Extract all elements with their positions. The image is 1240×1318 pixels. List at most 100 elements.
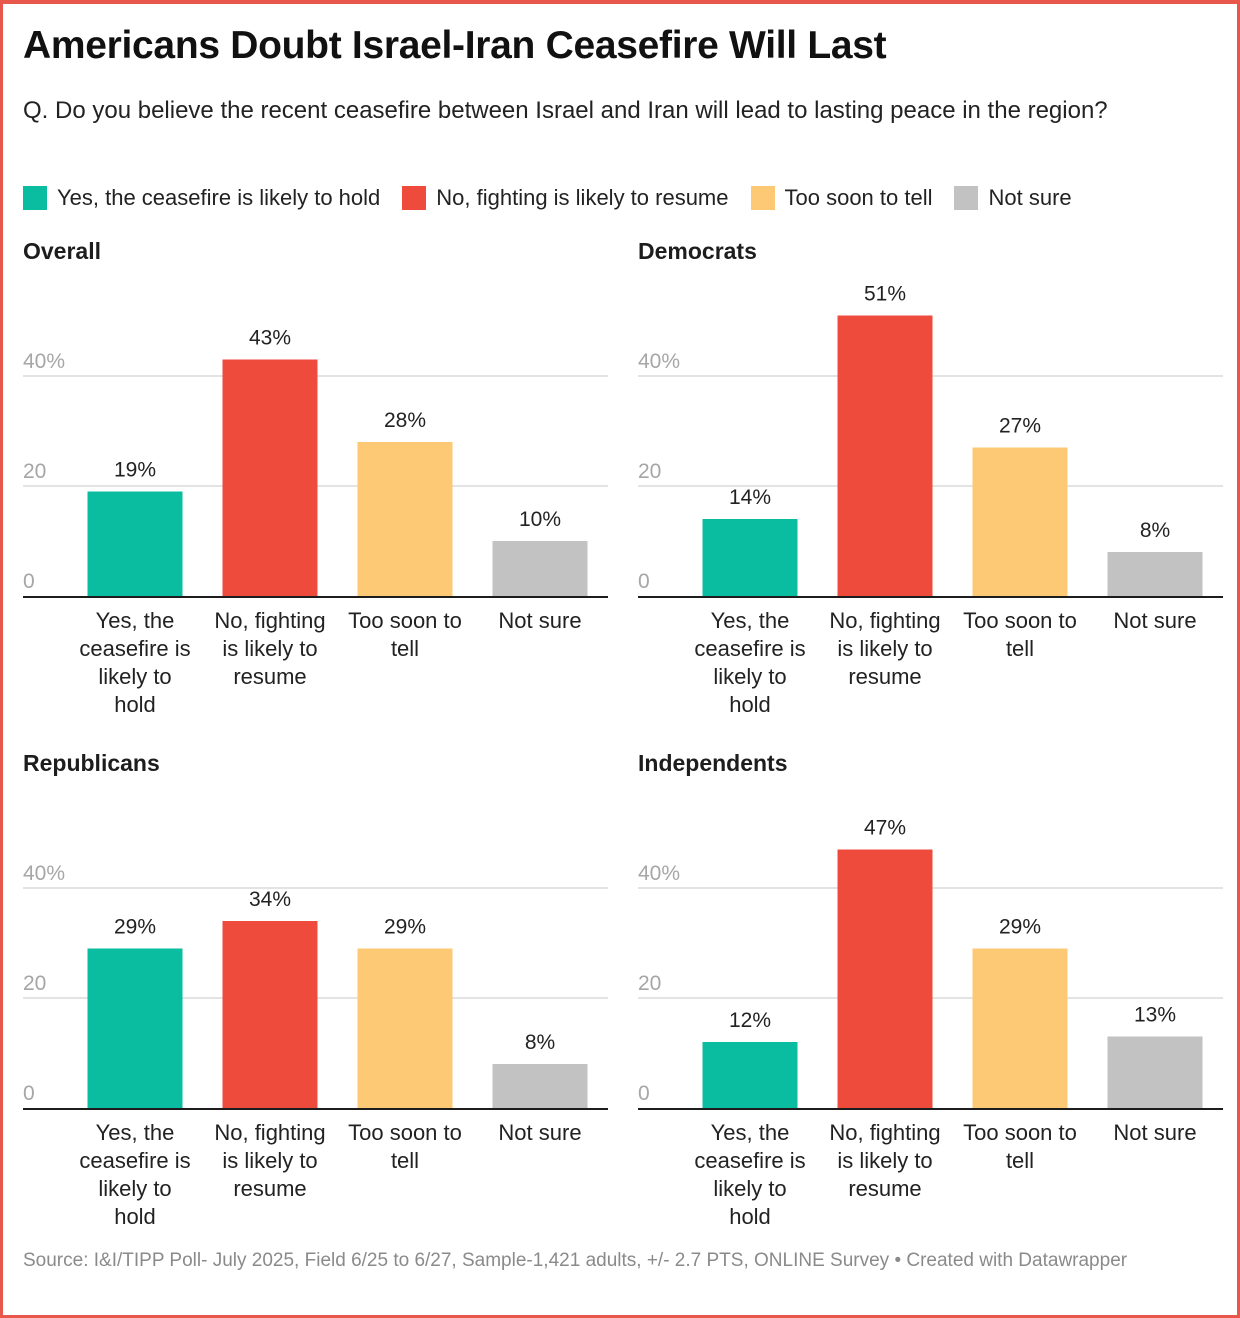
y-tick-label-20: 20 <box>638 460 661 483</box>
y-tick-label-40: 40% <box>638 862 680 885</box>
legend-item-no: No, fighting is likely to resume <box>402 185 729 211</box>
category-label-too-soon-to-tell: Too soon to tell <box>963 1120 1077 1173</box>
category-label-no-fighting-is-likely-to-resume: No, fighting is likely to resume <box>214 608 325 689</box>
panel-democrats: Democrats 0 20 40% 14% Yes, the ceasefire is l… <box>638 238 1228 728</box>
legend: Yes, the ceasefire is likely to hold No,… <box>23 185 1094 211</box>
value-label-no-fighting-is-likely-to-resume: 47% <box>864 817 906 840</box>
category-label-line: tell <box>1006 636 1034 661</box>
legend-item-not-sure: Not sure <box>954 185 1072 211</box>
bar-no-fighting-is-likely-to-resume <box>837 315 933 596</box>
value-label-no-fighting-is-likely-to-resume: 34% <box>249 888 291 911</box>
category-label-line: Yes, the <box>96 1120 175 1145</box>
bar-not-sure <box>492 1064 588 1108</box>
bar-too-soon-to-tell <box>357 442 453 596</box>
panel-title-democrats: Democrats <box>638 238 757 264</box>
legend-swatch-yes <box>23 186 47 210</box>
bar-no-fighting-is-likely-to-resume <box>837 849 933 1108</box>
category-label-line: Too soon to <box>348 608 462 633</box>
category-label-yes-the-ceasefire-is-likely-to-hold: Yes, the ceasefire is likely to hold <box>694 608 805 717</box>
category-label-line: resume <box>233 664 306 689</box>
category-label-line: Not sure <box>498 1120 581 1145</box>
category-label-line: tell <box>391 636 419 661</box>
value-label-yes-the-ceasefire-is-likely-to-hold: 14% <box>729 486 771 509</box>
legend-item-yes: Yes, the ceasefire is likely to hold <box>23 185 380 211</box>
panel-title-republicans: Republicans <box>23 750 160 776</box>
value-label-no-fighting-is-likely-to-resume: 43% <box>249 327 291 350</box>
category-label-line: No, fighting <box>214 1120 325 1145</box>
category-label-not-sure: Not sure <box>498 1120 581 1145</box>
category-label-line: hold <box>114 692 156 717</box>
value-label-not-sure: 13% <box>1134 1004 1176 1027</box>
bar-chart-democrats: 0 20 40% 14% Yes, the ceasefire is likely to ho… <box>638 283 1223 717</box>
value-label-too-soon-to-tell: 28% <box>384 409 426 432</box>
legend-swatch-not-sure <box>954 186 979 210</box>
category-label-line: ceasefire is <box>694 1148 805 1173</box>
category-label-line: is likely to <box>837 636 932 661</box>
bar-yes-the-ceasefire-is-likely-to-hold <box>702 519 798 596</box>
y-tick-label-0: 0 <box>638 570 650 593</box>
category-label-too-soon-to-tell: Too soon to tell <box>348 608 462 661</box>
y-tick-label-20: 20 <box>23 460 46 483</box>
category-label-no-fighting-is-likely-to-resume: No, fighting is likely to resume <box>214 1120 325 1201</box>
y-tick-label-40: 40% <box>23 350 65 373</box>
category-label-line: hold <box>114 1204 156 1229</box>
category-label-no-fighting-is-likely-to-resume: No, fighting is likely to resume <box>829 608 940 689</box>
y-tick-label-0: 0 <box>638 1082 650 1105</box>
chart-title: Americans Doubt Israel-Iran Ceasefire Wi… <box>23 24 887 67</box>
category-label-line: is likely to <box>222 636 317 661</box>
legend-label-not-sure: Not sure <box>988 185 1072 210</box>
bar-chart-republicans: 0 20 40% 29% Yes, the ceasefire is likely to ho… <box>23 862 608 1229</box>
bar-too-soon-to-tell <box>357 948 453 1108</box>
category-label-not-sure: Not sure <box>498 608 581 633</box>
category-label-line: ceasefire is <box>79 1148 190 1173</box>
category-label-line: is likely to <box>837 1148 932 1173</box>
category-label-line: No, fighting <box>829 608 940 633</box>
chart-subtitle: Q. Do you believe the recent ceasefire b… <box>23 97 1108 124</box>
category-label-not-sure: Not sure <box>1113 1120 1196 1145</box>
category-label-line: No, fighting <box>214 608 325 633</box>
y-tick-label-20: 20 <box>23 972 46 995</box>
value-label-yes-the-ceasefire-is-likely-to-hold: 29% <box>114 916 156 939</box>
value-label-too-soon-to-tell: 29% <box>999 916 1041 939</box>
category-label-too-soon-to-tell: Too soon to tell <box>963 608 1077 661</box>
category-label-not-sure: Not sure <box>1113 608 1196 633</box>
y-tick-label-40: 40% <box>23 862 65 885</box>
legend-item-too-soon: Too soon to tell <box>750 185 933 211</box>
value-label-too-soon-to-tell: 27% <box>999 415 1041 438</box>
category-label-line: resume <box>848 664 921 689</box>
category-label-line: likely to <box>98 1176 171 1201</box>
bar-too-soon-to-tell <box>972 948 1068 1108</box>
category-label-yes-the-ceasefire-is-likely-to-hold: Yes, the ceasefire is likely to hold <box>79 608 190 717</box>
value-label-yes-the-ceasefire-is-likely-to-hold: 19% <box>114 459 156 482</box>
y-tick-label-0: 0 <box>23 570 35 593</box>
category-label-line: is likely to <box>222 1148 317 1173</box>
category-label-line: Too soon to <box>963 1120 1077 1145</box>
category-label-line: No, fighting <box>829 1120 940 1145</box>
value-label-yes-the-ceasefire-is-likely-to-hold: 12% <box>729 1009 771 1032</box>
y-tick-label-0: 0 <box>23 1082 35 1105</box>
value-label-not-sure: 8% <box>1140 519 1170 542</box>
legend-label-yes: Yes, the ceasefire is likely to hold <box>57 185 381 210</box>
category-label-line: Yes, the <box>711 1120 790 1145</box>
category-label-line: hold <box>729 1204 771 1229</box>
bar-yes-the-ceasefire-is-likely-to-hold <box>87 948 183 1108</box>
category-label-line: ceasefire is <box>694 636 805 661</box>
category-label-line: hold <box>729 692 771 717</box>
category-label-line: Yes, the <box>711 608 790 633</box>
legend-label-too-soon: Too soon to tell <box>784 185 933 210</box>
category-label-line: Too soon to <box>963 608 1077 633</box>
bar-no-fighting-is-likely-to-resume <box>222 921 318 1108</box>
bar-not-sure <box>1107 1036 1203 1108</box>
category-label-line: Not sure <box>1113 1120 1196 1145</box>
panel-title-overall: Overall <box>23 238 101 264</box>
legend-swatch-no <box>402 186 427 210</box>
bar-not-sure <box>1107 552 1203 596</box>
category-label-line: Too soon to <box>348 1120 462 1145</box>
panel-republicans: Republicans 0 20 40% 29% Yes, the ceasefire i… <box>23 750 613 1240</box>
category-label-line: resume <box>233 1176 306 1201</box>
bar-no-fighting-is-likely-to-resume <box>222 359 318 596</box>
value-label-not-sure: 8% <box>525 1031 555 1054</box>
category-label-line: likely to <box>98 664 171 689</box>
category-label-line: resume <box>848 1176 921 1201</box>
category-label-yes-the-ceasefire-is-likely-to-hold: Yes, the ceasefire is likely to hold <box>79 1120 190 1229</box>
